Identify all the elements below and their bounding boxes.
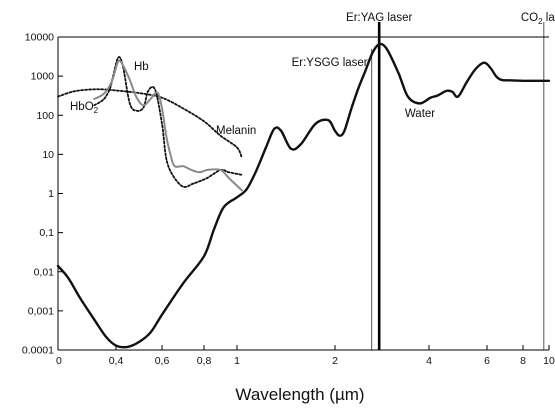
vertical-laser-lines <box>371 22 545 350</box>
x-tick-label: 2 <box>332 355 338 367</box>
y-tick-label: 0,1 <box>39 227 54 239</box>
x-tick-label: 4 <box>426 355 432 367</box>
x-tick-label: 0,4 <box>109 355 124 367</box>
label-hb-text: Hb <box>134 61 149 73</box>
x-axis-title: Wavelength (µm) <box>235 385 364 404</box>
tick-labels: 0.0001 0,001 0,01 0,1 1 10 100 1000 10000 0 0,4 0,6… <box>22 32 555 368</box>
x-tick-label: 10 <box>543 355 555 367</box>
series-line-water <box>56 42 551 349</box>
label-water: Water <box>405 108 435 120</box>
x-tick-label: 0,8 <box>197 355 212 367</box>
series-line-hb <box>93 59 243 192</box>
label-co2-laser: CO2 laser <box>521 12 555 26</box>
label-co2-sub: 2 <box>538 17 543 26</box>
x-tick-label: 0 <box>56 355 62 367</box>
series-line-melanin <box>57 88 243 160</box>
label-hbo2-text: HbO <box>70 101 94 113</box>
y-tick-label: 0.0001 <box>22 345 54 357</box>
x-tick-label: 1 <box>234 355 240 367</box>
y-tick-label: 0,001 <box>28 305 54 317</box>
x-tick-label: 6 <box>484 355 490 367</box>
y-tick-label: 1 <box>48 188 54 200</box>
label-hb: Hb <box>134 61 149 73</box>
y-tick-label: 1000 <box>31 71 55 83</box>
series-line-hbo2 <box>93 56 243 188</box>
label-co2-suffix: laser <box>543 12 555 24</box>
x-tick-label: 0,6 <box>155 355 170 367</box>
label-melanin-text: Melanin <box>216 125 256 137</box>
label-water-text: Water <box>405 108 435 120</box>
label-er-yag-laser: Er:YAG laser <box>346 12 412 24</box>
label-hbo2: HbO2 <box>70 101 99 115</box>
label-co2-base: CO <box>521 12 538 24</box>
y-tick-label: 10 <box>42 149 54 161</box>
y-tick-label: 10000 <box>25 32 54 44</box>
x-tick-label: 8 <box>520 355 526 367</box>
absorption-curves <box>56 42 551 349</box>
label-melanin: Melanin <box>216 125 256 137</box>
y-tick-label: 0,01 <box>34 266 55 278</box>
label-hbo2-sub: 2 <box>94 106 99 115</box>
y-tick-label: 100 <box>36 110 54 122</box>
label-er-ysgg-laser: Er:YSGG laser <box>292 57 368 69</box>
